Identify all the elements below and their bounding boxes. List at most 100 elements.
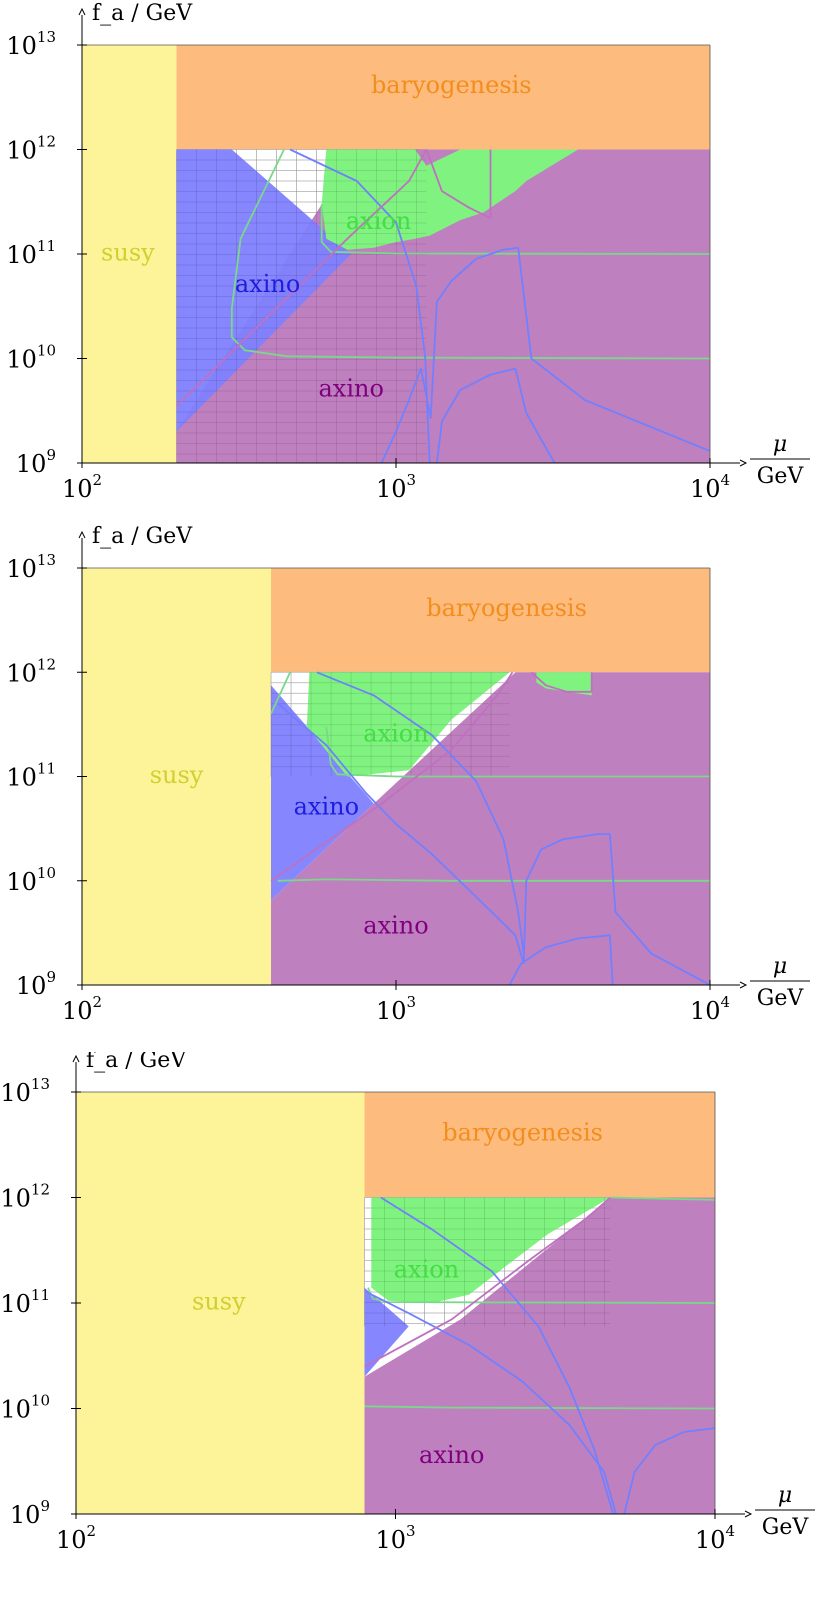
- curve-purple-8: [425, 149, 491, 220]
- curve-blue-3: [380, 1196, 615, 1514]
- plot-area: baryogenesis susy axion axino: [76, 1092, 715, 1514]
- x-tick-label: 102: [62, 993, 102, 1025]
- axion-region-2: [536, 672, 592, 696]
- y-tick-label: 109: [16, 446, 56, 478]
- susy-label: susy: [101, 239, 155, 267]
- axion-region: [306, 672, 510, 777]
- curve-blue-5: [623, 1427, 715, 1514]
- x-tick-label: 102: [56, 1522, 96, 1554]
- x-axis-title-num: μ: [773, 954, 787, 979]
- x-axis-arrow: [744, 1510, 753, 1518]
- axion-region: [321, 149, 579, 250]
- chart-panel-1: baryogenesis susy axion axino axino 102 103 104…: [6, 1, 810, 503]
- curve-blue-6: [609, 834, 710, 985]
- curve-blue-7: [508, 934, 614, 985]
- y-tick-label: 1011: [6, 760, 56, 792]
- y-tick-label: 1011: [0, 1286, 50, 1318]
- y-axis-title: f_a / GeV: [92, 1, 193, 26]
- axino-blue-label: axino: [294, 792, 359, 820]
- plot-area: baryogenesis susy axion axino axino: [82, 45, 710, 463]
- susy-region: [82, 45, 177, 463]
- chart-panel-3: baryogenesis susy axion axino 102 103 104 109 10…: [0, 1052, 815, 1554]
- x-tick-label: 102: [62, 471, 102, 503]
- curve-purple-9: [530, 671, 592, 693]
- chart-panel-2: baryogenesis susy axion axino axino 102 103 104…: [6, 525, 810, 1025]
- x-axis-arrow: [739, 459, 748, 467]
- x-axis-title-den: GeV: [757, 464, 805, 489]
- baryogenesis-region: [176, 45, 710, 150]
- curve-green-0: [364, 1405, 715, 1410]
- y-tick-label: 109: [16, 968, 56, 1000]
- y-tick-label: 1011: [6, 237, 56, 269]
- axion-label: axion: [363, 720, 428, 748]
- y-tick-label: 1010: [0, 1392, 50, 1424]
- y-tick-label: 1013: [0, 1075, 50, 1107]
- curve-green-1: [320, 204, 710, 255]
- curve-blue-4: [517, 247, 710, 452]
- y-axis-title: f_a / GeV: [86, 1052, 187, 1073]
- y-tick-label: 1010: [6, 864, 56, 896]
- y-tick-label: 109: [10, 1497, 50, 1529]
- y-axis-arrow: [78, 530, 86, 539]
- baryogenesis-label: baryogenesis: [426, 594, 587, 622]
- y-axis-arrow: [72, 1054, 80, 1063]
- axion-label: axion: [394, 1256, 459, 1284]
- curve-blue-5: [522, 833, 610, 964]
- baryogenesis-region: [364, 1092, 715, 1198]
- y-tick-label: 1012: [0, 1181, 50, 1213]
- baryogenesis-label: baryogenesis: [371, 71, 532, 99]
- plot-area: baryogenesis susy axion axino axino: [82, 568, 710, 985]
- curve-blue-2: [289, 148, 431, 463]
- axino-purple-label: axino: [419, 1441, 484, 1469]
- axino-blue-label: axino: [235, 270, 300, 298]
- curve-blue-6: [514, 368, 556, 463]
- y-tick-label: 1010: [6, 342, 56, 374]
- curve-blue-4: [277, 702, 525, 964]
- y-tick-label: 1012: [6, 655, 56, 687]
- curve-purple-6: [364, 1196, 611, 1368]
- susy-region: [82, 568, 272, 985]
- hatch-overlay: [270, 671, 510, 777]
- x-tick-label: 104: [690, 471, 730, 503]
- y-axis-title: f_a / GeV: [92, 525, 193, 549]
- x-axis-title-num: μ: [778, 1483, 792, 1508]
- baryogenesis-label: baryogenesis: [442, 1118, 603, 1146]
- susy-label: susy: [150, 761, 204, 789]
- curve-purple-8: [270, 671, 514, 882]
- x-axis-title-num: μ: [773, 432, 787, 457]
- susy-region: [76, 1092, 365, 1514]
- curve-green-0: [270, 671, 291, 715]
- x-axis-arrow: [739, 981, 748, 989]
- hatch-overlay: [176, 149, 427, 463]
- curve-green-2: [325, 726, 710, 778]
- curve-blue-5: [436, 367, 516, 463]
- axion-label: axion: [346, 207, 411, 235]
- curve-green-0: [230, 149, 710, 360]
- axino-purple-region: [271, 672, 710, 985]
- axion-region: [371, 1197, 611, 1303]
- x-axis-title-den: GeV: [762, 1515, 810, 1540]
- susy-label: susy: [192, 1288, 246, 1316]
- y-tick-label: 1013: [6, 551, 56, 583]
- x-axis-title-den: GeV: [757, 986, 805, 1011]
- curve-purple-7: [175, 149, 428, 407]
- y-tick-label: 1012: [6, 133, 56, 165]
- curve-green-2: [610, 1196, 715, 1201]
- x-tick-label: 103: [375, 1522, 415, 1554]
- hatch-overlay: [364, 1197, 611, 1327]
- axino-blue-region: [271, 685, 374, 901]
- y-tick-label: 1013: [6, 28, 56, 60]
- curve-blue-3: [316, 671, 525, 954]
- x-tick-label: 104: [690, 993, 730, 1025]
- axino-blue-region: [364, 1287, 409, 1377]
- baryogenesis-region: [271, 568, 710, 673]
- curve-blue-4: [364, 1290, 617, 1514]
- axino-blue-region: [176, 149, 352, 432]
- x-tick-label: 104: [695, 1522, 735, 1554]
- axino-purple-label: axino: [363, 912, 428, 940]
- axino-purple-region: [364, 1197, 715, 1514]
- axino-purple-label: axino: [318, 374, 383, 402]
- curve-blue-3: [380, 246, 519, 463]
- curve-green-1: [277, 878, 710, 882]
